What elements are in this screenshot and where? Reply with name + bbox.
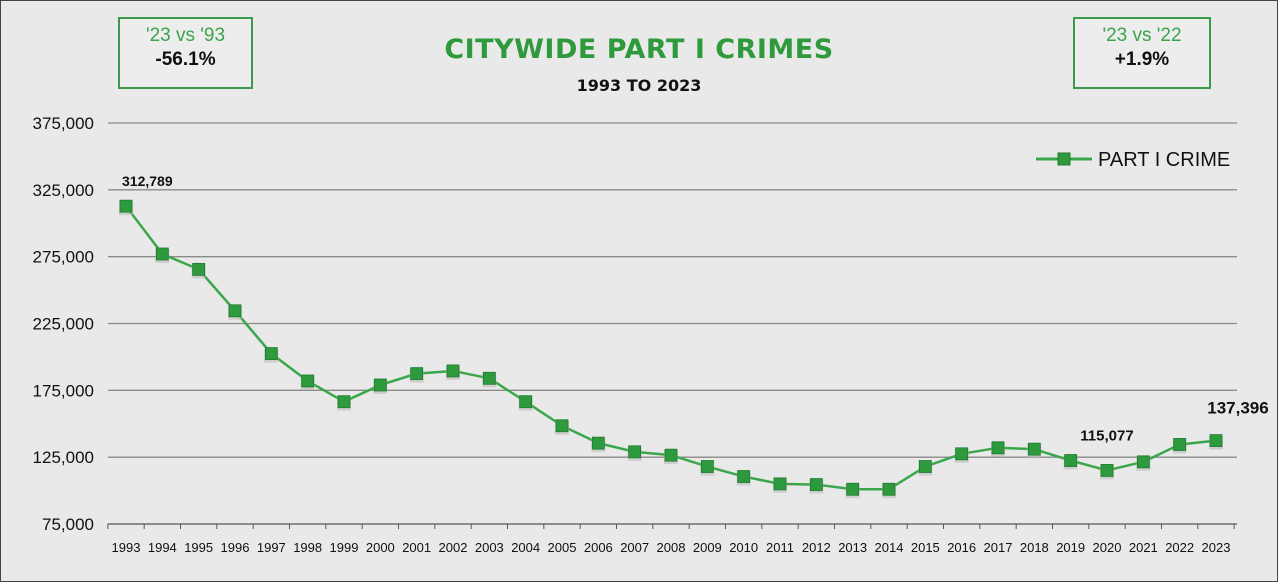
x-tick-label: 1994: [148, 540, 177, 555]
data-point: [192, 262, 206, 276]
data-point: [700, 460, 714, 473]
data-point: [301, 374, 315, 388]
x-tick-label: 2004: [511, 540, 540, 555]
axes: 75,000 125,000 175,000 225,000 275,000 325,00…: [33, 114, 1237, 555]
x-tick-label: 2002: [439, 540, 468, 555]
data-point: [1064, 454, 1078, 467]
data-point: [555, 419, 569, 433]
data-point: [228, 304, 242, 318]
data-point: [1173, 438, 1187, 451]
data-annotations: 312,789 115,077 137,396: [122, 173, 1269, 444]
x-tick-label: 2003: [475, 540, 504, 555]
y-tick-label: 375,000: [33, 114, 94, 133]
legend: PART I CRIME: [1036, 149, 1230, 171]
data-point: [1027, 442, 1041, 456]
x-tick-label: 1997: [257, 540, 286, 555]
data-point: [664, 448, 678, 462]
data-point: [264, 347, 278, 360]
series-part-i-crime: [119, 199, 1223, 499]
stat-label-vs-2022: '23 vs '22: [1102, 25, 1182, 46]
data-point: [1100, 464, 1114, 477]
x-tick-label: 2001: [402, 540, 431, 555]
x-tick-label: 2014: [875, 540, 904, 555]
x-tick-label: 2011: [766, 540, 794, 555]
x-tick-label: 2006: [584, 540, 613, 555]
x-tick-label: 2013: [838, 540, 867, 555]
x-tick-label: 2009: [693, 540, 722, 555]
x-tick-label: 2020: [1093, 540, 1122, 555]
x-tick-label: 2005: [548, 540, 577, 555]
x-tick-label: 2000: [366, 540, 395, 555]
x-tick-label: 1999: [330, 540, 359, 555]
stat-value-vs-2022: +1.9%: [1114, 49, 1170, 70]
x-tick-label: 2017: [984, 540, 1013, 555]
data-point: [446, 364, 460, 378]
data-point: [410, 367, 424, 381]
x-tick-label: 2019: [1056, 540, 1085, 555]
data-point: [519, 395, 533, 409]
stat-value-vs-1993: -56.1%: [155, 49, 216, 70]
data-point: [991, 441, 1005, 455]
chart-title: CITYWIDE PART I CRIMES: [444, 34, 834, 65]
data-point: [918, 460, 932, 473]
legend-marker: [1057, 152, 1071, 166]
y-tick-label: 75,000: [42, 515, 94, 534]
data-label: 115,077: [1080, 427, 1133, 444]
x-tick-label: 1998: [293, 540, 322, 555]
x-tick-label: 1996: [221, 540, 250, 555]
data-point: [846, 482, 860, 496]
x-tick-label: 2018: [1020, 540, 1049, 555]
x-tick-label: 2012: [802, 540, 831, 555]
data-point: [737, 470, 751, 483]
data-point: [809, 478, 823, 491]
stat-label-vs-1993: '23 vs '93: [145, 25, 226, 46]
x-tick-label: 2016: [947, 540, 976, 555]
x-tick-label: 2008: [657, 540, 686, 555]
x-tick-label: 1993: [112, 540, 141, 555]
x-tick-label: 2023: [1202, 540, 1231, 555]
stat-box-vs-1993: '23 vs '93 -56.1%: [118, 17, 253, 89]
data-point: [955, 447, 969, 461]
data-point: [628, 445, 642, 459]
data-point: [119, 199, 133, 213]
data-point: [1136, 455, 1150, 469]
data-label: 137,396: [1207, 399, 1268, 418]
y-tick-label: 325,000: [33, 181, 94, 200]
y-tick-label: 125,000: [33, 448, 94, 467]
y-tick-label: 225,000: [33, 315, 94, 334]
data-point: [882, 482, 896, 496]
stat-box-vs-2022: '23 vs '22 +1.9%: [1073, 17, 1211, 89]
x-tick-label: 2021: [1129, 540, 1158, 555]
x-tick-label: 1995: [184, 540, 213, 555]
legend-label: PART I CRIME: [1098, 149, 1230, 171]
data-point: [373, 378, 387, 392]
x-tick-label: 2007: [620, 540, 649, 555]
data-point: [482, 371, 496, 385]
x-tick-label: 2022: [1165, 540, 1194, 555]
data-label: 312,789: [122, 173, 173, 189]
data-point: [591, 436, 605, 450]
x-tick-label: 2010: [729, 540, 758, 555]
chart-subtitle: 1993 TO 2023: [576, 76, 702, 95]
data-point: [155, 247, 169, 261]
series-line: [125, 205, 1217, 491]
data-point: [1209, 434, 1223, 447]
gridlines: [108, 122, 1237, 458]
y-tick-label: 275,000: [33, 248, 94, 267]
y-tick-label: 175,000: [33, 381, 94, 400]
x-tick-label: 2015: [911, 540, 940, 555]
data-point: [773, 477, 787, 491]
data-point: [337, 395, 351, 409]
